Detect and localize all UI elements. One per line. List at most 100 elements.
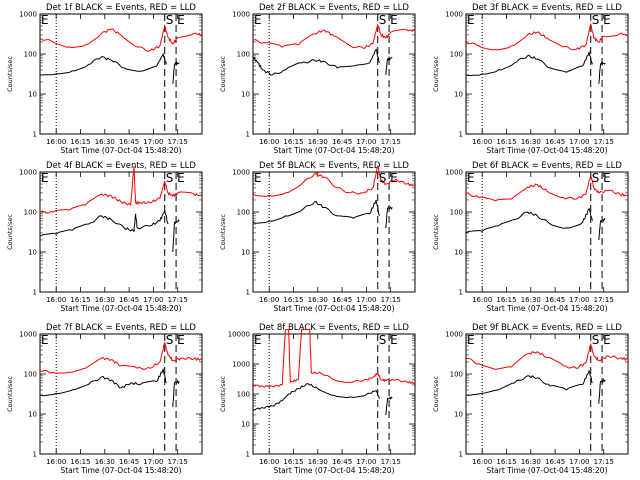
y-tick-label: 10 — [28, 411, 37, 419]
panel-title: Det 5f BLACK = Events, RED = LLD — [259, 161, 409, 171]
y-tick-label: 1000 — [445, 331, 463, 339]
y-tick-label: 10 — [454, 91, 463, 99]
x-tick-label: 16:45 — [332, 296, 352, 304]
series-line — [172, 61, 180, 84]
x-tick-label: 17:00 — [356, 138, 376, 146]
y-tick-label: 1000 — [232, 361, 250, 369]
detector-panel: Det 9f BLACK = Events, RED = LLD 1 10 100 10… — [432, 323, 629, 475]
y-tick-label: 1000 — [19, 11, 37, 19]
detector-panel: Det 1f BLACK = Events, RED = LLD 1 10 100 10… — [6, 3, 203, 155]
interval-marker-label: E — [390, 171, 398, 185]
x-tick-label: 17:15 — [168, 296, 188, 304]
x-tick-label: 16:15 — [496, 138, 516, 146]
series-line — [385, 396, 393, 416]
y-axis-label: Counts/sec — [6, 214, 14, 250]
interval-marker-label: E — [390, 13, 398, 27]
y-tick-label: 1 — [33, 131, 37, 139]
series-line — [252, 164, 416, 197]
x-tick-label: 16:00 — [472, 458, 492, 466]
x-tick-label: 16:00 — [46, 138, 66, 146]
x-tick-label: 16:45 — [119, 296, 139, 304]
y-axis-label: Counts/sec — [219, 56, 227, 92]
x-tick-label: 16:30 — [95, 138, 115, 146]
series-line — [40, 52, 167, 76]
y-tick-label: 1000 — [232, 169, 250, 177]
detector-panel: Det 5f BLACK = Events, RED = LLD 1 10 100 10… — [219, 161, 416, 313]
x-tick-label: 16:00 — [259, 296, 279, 304]
interval-marker-label: E — [177, 171, 185, 185]
y-tick-label: 100 — [237, 391, 250, 399]
series-line — [172, 379, 180, 408]
x-tick-label: 17:15 — [381, 458, 401, 466]
interval-marker-label: E — [603, 333, 611, 347]
y-tick-label: 10 — [241, 249, 250, 257]
interval-marker-label: E — [390, 333, 398, 347]
interval-marker-label: S — [379, 171, 387, 185]
plot-frame — [39, 333, 203, 455]
y-tick-label: 10 — [28, 249, 37, 257]
x-axis-label: Start Time (07-Oct-04 15:48:20) — [486, 146, 607, 155]
y-tick-label: 1 — [459, 451, 463, 459]
x-tick-label: 16:45 — [119, 458, 139, 466]
series-line — [465, 50, 593, 77]
x-tick-label: 17:00 — [569, 138, 589, 146]
plot-frame — [465, 13, 629, 135]
x-tick-label: 17:15 — [381, 138, 401, 146]
interval-marker-label: E — [177, 13, 185, 27]
interval-marker-label: S — [592, 171, 600, 185]
y-tick-label: 1000 — [19, 331, 37, 339]
x-tick-label: 16:30 — [308, 296, 328, 304]
x-tick-label: 16:45 — [545, 138, 565, 146]
panel-title: Det 3f BLACK = Events, RED = LLD — [472, 3, 622, 13]
x-tick-label: 17:00 — [569, 296, 589, 304]
y-tick-label: 100 — [450, 51, 463, 59]
interval-marker-label: E — [603, 13, 611, 27]
interval-marker-label: S — [379, 13, 387, 27]
y-axis-label: Counts/sec — [6, 56, 14, 92]
x-tick-label: 17:15 — [168, 458, 188, 466]
series-line — [172, 219, 180, 253]
x-axis-label: Start Time (07-Oct-04 15:48:20) — [60, 466, 181, 475]
series-line — [252, 383, 380, 411]
x-axis-label: Start Time (07-Oct-04 15:48:20) — [486, 304, 607, 313]
x-tick-label: 16:00 — [472, 138, 492, 146]
x-tick-label: 17:15 — [594, 458, 614, 466]
y-tick-label: 100 — [450, 209, 463, 217]
series-line — [465, 23, 629, 51]
y-axis-label: Counts/sec — [219, 214, 227, 250]
series-line — [598, 61, 606, 84]
interval-marker-label: E — [467, 333, 475, 347]
x-tick-label: 16:30 — [308, 458, 328, 466]
x-tick-label: 16:45 — [545, 458, 565, 466]
x-tick-label: 16:30 — [95, 458, 115, 466]
interval-marker-label: E — [467, 13, 475, 27]
panel-title: Det 2f BLACK = Events, RED = LLD — [259, 3, 409, 13]
y-tick-label: 1 — [33, 289, 37, 297]
interval-marker-label: E — [177, 333, 185, 347]
series-line — [39, 210, 169, 237]
y-tick-label: 100 — [24, 209, 37, 217]
x-axis-label: Start Time (07-Oct-04 15:48:20) — [60, 304, 181, 313]
y-tick-label: 1000 — [232, 11, 250, 19]
y-axis-label: Counts/sec — [432, 214, 440, 250]
x-tick-label: 16:30 — [95, 296, 115, 304]
detector-panel: Det 3f BLACK = Events, RED = LLD 1 10 100 10… — [432, 3, 629, 155]
y-tick-label: 10 — [454, 249, 463, 257]
interval-marker-label: E — [603, 171, 611, 185]
series-line — [598, 378, 606, 404]
y-tick-label: 100 — [237, 51, 250, 59]
x-tick-label: 17:00 — [143, 296, 163, 304]
series-line — [598, 217, 606, 241]
y-axis-label: Counts/sec — [432, 56, 440, 92]
y-tick-label: 100 — [24, 371, 37, 379]
y-tick-label: 100 — [450, 371, 463, 379]
y-tick-label: 1 — [459, 289, 463, 297]
x-tick-label: 17:15 — [168, 138, 188, 146]
plot-frame — [465, 171, 629, 293]
x-tick-label: 16:15 — [496, 458, 516, 466]
plot-frame — [252, 333, 416, 455]
y-tick-label: 1 — [246, 289, 250, 297]
detector-panel: Det 8f BLACK = Events, RED = LLD 1 10 100 10… — [219, 323, 416, 475]
x-tick-label: 16:45 — [332, 458, 352, 466]
